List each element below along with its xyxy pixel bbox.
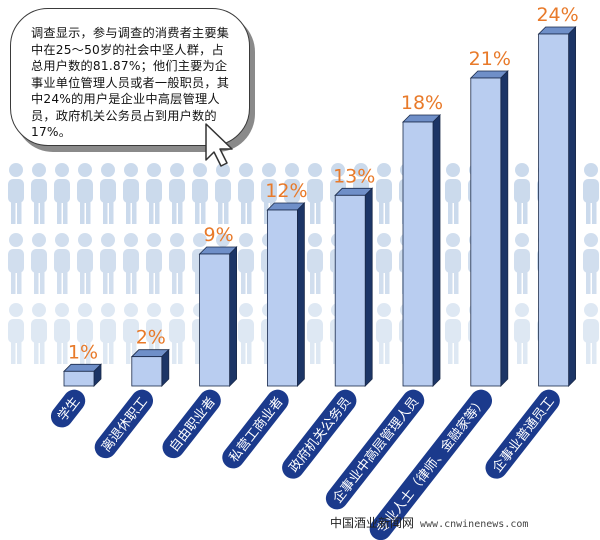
bar xyxy=(469,70,509,387)
person-icon xyxy=(8,233,24,294)
value-label: 12% xyxy=(265,180,307,202)
person-icon xyxy=(376,163,392,224)
category-label-bg xyxy=(162,389,221,459)
value-label: 24% xyxy=(536,4,578,26)
person-icon xyxy=(77,233,93,294)
category-label-bg xyxy=(94,389,154,459)
person-icon xyxy=(238,233,254,294)
person-icon xyxy=(215,163,231,224)
category-label-bg xyxy=(282,389,357,479)
person-icon xyxy=(31,163,47,224)
person-icon xyxy=(169,233,185,294)
person-icon xyxy=(376,303,392,364)
person-icon xyxy=(8,163,24,224)
bar xyxy=(537,26,577,387)
person-icon xyxy=(146,233,162,294)
value-label: 2% xyxy=(136,327,166,349)
watermark-site: 中国酒业新闻网 xyxy=(330,516,415,530)
bars xyxy=(63,26,577,387)
person-icon xyxy=(445,233,461,294)
person-icon xyxy=(169,163,185,224)
person-icon xyxy=(100,233,116,294)
value-label: 18% xyxy=(401,92,443,114)
person-icon xyxy=(583,163,599,224)
person-icon xyxy=(8,303,24,364)
bar xyxy=(402,114,441,387)
person-icon xyxy=(238,163,254,224)
person-icon xyxy=(77,303,93,364)
category-label-bg xyxy=(485,389,560,479)
person-icon xyxy=(376,233,392,294)
value-label: 13% xyxy=(333,165,375,187)
person-icon xyxy=(100,303,116,364)
callout-text: 调查显示，参与调查的消费者主要集中在25～50岁的社会中坚人群，占总用户数的81… xyxy=(31,26,230,139)
person-icon xyxy=(192,163,208,224)
person-icon xyxy=(31,303,47,364)
value-label: 1% xyxy=(68,341,98,363)
person-icon xyxy=(54,163,70,224)
person-icon xyxy=(77,163,93,224)
person-icon xyxy=(54,303,70,364)
watermark-url: www.cnwinenews.com xyxy=(420,519,529,530)
person-icon xyxy=(307,163,323,224)
callout-bubble: 调查显示，参与调查的消费者主要集中在25～50岁的社会中坚人群，占总用户数的81… xyxy=(10,8,250,146)
person-icon xyxy=(169,303,185,364)
person-icon xyxy=(123,233,139,294)
person-icon xyxy=(123,303,139,364)
watermark: 中国酒业新闻网 www.cnwinenews.com xyxy=(330,514,528,531)
person-icon xyxy=(146,163,162,224)
value-labels: 1% 2% 9% 12% 13% 18% 21% 24% xyxy=(68,4,579,363)
bar xyxy=(130,348,170,387)
bar xyxy=(198,246,238,387)
category-label-bg xyxy=(50,389,86,428)
person-icon xyxy=(54,233,70,294)
category-label-bg xyxy=(369,389,493,540)
category-label-bg xyxy=(222,389,289,469)
person-icon xyxy=(514,233,530,294)
person-icon xyxy=(123,163,139,224)
person-icon xyxy=(445,163,461,224)
person-icon xyxy=(514,303,530,364)
category-label-bg xyxy=(325,389,425,510)
bar xyxy=(266,202,306,387)
person-icon xyxy=(307,233,323,294)
person-icon xyxy=(307,303,323,364)
bar xyxy=(334,187,374,387)
person-icon xyxy=(31,233,47,294)
person-icon xyxy=(445,303,461,364)
bar xyxy=(63,363,102,387)
value-label: 21% xyxy=(469,48,511,70)
person-icon xyxy=(238,303,254,364)
cursor-arrow-icon xyxy=(205,123,233,167)
value-label: 9% xyxy=(204,224,234,246)
person-icon xyxy=(583,303,599,364)
person-icon xyxy=(514,163,530,224)
person-icon xyxy=(100,163,116,224)
person-icon xyxy=(583,233,599,294)
